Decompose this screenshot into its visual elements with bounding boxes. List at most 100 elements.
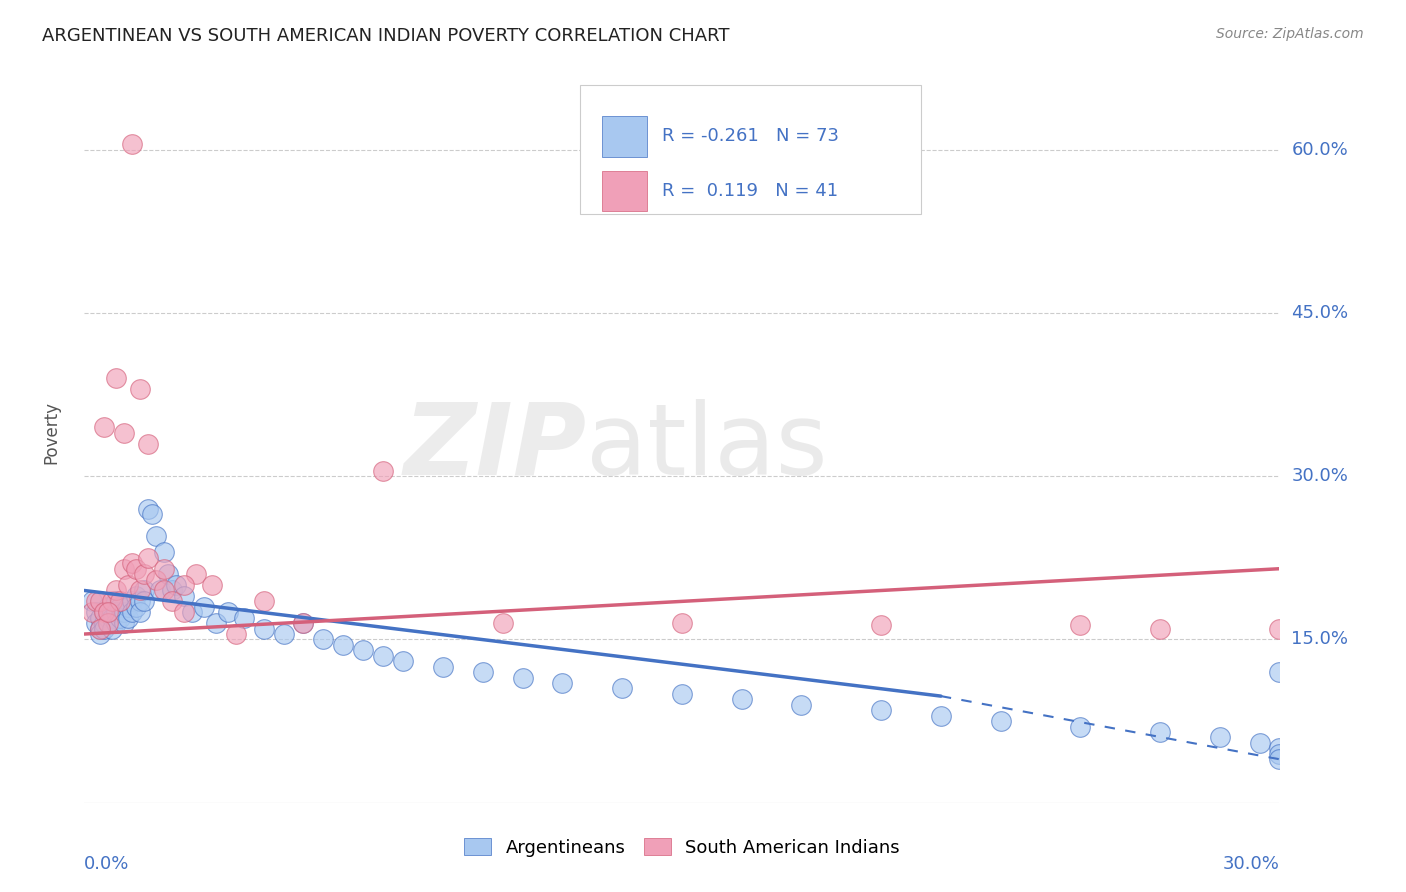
Text: R = -0.261   N = 73: R = -0.261 N = 73 (662, 128, 838, 145)
Point (82, 605, 104, 619)
Text: atlas: atlas (586, 399, 828, 496)
Point (1268, 741, 1291, 756)
Point (125, 589, 148, 603)
Point (990, 714, 1012, 728)
Point (132, 594, 156, 608)
Text: 15.0%: 15.0% (1292, 631, 1348, 648)
Text: R =  0.119   N = 41: R = 0.119 N = 41 (662, 182, 838, 200)
Point (1249, 736, 1271, 750)
Point (165, 578, 187, 592)
Point (121, 605, 143, 619)
Point (89, 622, 111, 636)
Text: Poverty: Poverty (42, 401, 60, 464)
Point (790, 698, 813, 712)
Point (101, 605, 124, 619)
Point (105, 594, 128, 608)
Text: 45.0%: 45.0% (1292, 304, 1348, 322)
Point (253, 622, 276, 636)
Point (292, 616, 315, 631)
Point (201, 578, 224, 592)
Point (105, 616, 128, 631)
Text: 30.0%: 30.0% (1223, 855, 1279, 873)
Point (93, 605, 115, 619)
Point (132, 567, 156, 582)
Point (136, 436, 159, 450)
Point (352, 643, 374, 657)
Point (97, 599, 120, 614)
Point (121, 594, 143, 608)
Point (129, 382, 152, 396)
Point (731, 692, 754, 706)
Point (141, 508, 163, 522)
Text: Source: ZipAtlas.com: Source: ZipAtlas.com (1216, 27, 1364, 41)
Point (97, 616, 120, 631)
Point (292, 616, 315, 631)
Point (332, 638, 354, 652)
Point (1268, 622, 1291, 636)
Point (253, 594, 276, 608)
Point (153, 545, 176, 559)
Text: 0.0%: 0.0% (84, 855, 129, 873)
Point (217, 605, 239, 619)
Point (89, 622, 111, 636)
Point (89, 611, 111, 625)
Point (97, 616, 120, 631)
Point (173, 578, 195, 592)
Point (153, 562, 176, 576)
Point (1069, 720, 1091, 734)
Point (1268, 747, 1291, 761)
Point (112, 616, 135, 631)
Point (181, 605, 204, 619)
Point (136, 501, 159, 516)
Point (93, 605, 115, 619)
Point (105, 605, 128, 619)
Point (671, 687, 693, 701)
Point (160, 583, 183, 598)
Point (121, 556, 143, 570)
Point (471, 665, 494, 680)
Point (312, 632, 335, 647)
Point (129, 605, 152, 619)
Point (125, 599, 148, 614)
Point (112, 605, 135, 619)
Point (93, 420, 115, 434)
Point (82, 594, 104, 608)
Point (157, 567, 180, 582)
Point (93, 616, 115, 631)
Point (89, 627, 111, 641)
Legend: Argentineans, South American Indians: Argentineans, South American Indians (457, 830, 907, 864)
Point (132, 583, 156, 598)
Point (173, 605, 195, 619)
Point (193, 599, 215, 614)
Point (110, 611, 132, 625)
Point (551, 676, 574, 690)
FancyBboxPatch shape (581, 85, 921, 214)
Point (117, 599, 139, 614)
Point (129, 594, 152, 608)
Text: 30.0%: 30.0% (1292, 467, 1348, 485)
Point (89, 594, 111, 608)
Point (110, 594, 132, 608)
Point (273, 627, 295, 641)
Point (1268, 665, 1291, 680)
FancyBboxPatch shape (602, 116, 647, 157)
Point (612, 681, 634, 696)
Point (870, 703, 893, 717)
Text: ZIP: ZIP (404, 399, 586, 496)
Text: 60.0%: 60.0% (1292, 141, 1348, 159)
Point (929, 708, 952, 723)
Point (173, 589, 195, 603)
Point (86, 594, 108, 608)
Text: ARGENTINEAN VS SOUTH AMERICAN INDIAN POVERTY CORRELATION CHART: ARGENTINEAN VS SOUTH AMERICAN INDIAN POV… (42, 27, 730, 45)
Point (1209, 731, 1232, 745)
Point (86, 616, 108, 631)
Point (101, 594, 124, 608)
Point (121, 137, 143, 152)
Point (184, 567, 207, 582)
Point (671, 616, 693, 631)
Point (97, 605, 120, 619)
Point (232, 611, 254, 625)
Point (129, 583, 152, 598)
Point (105, 371, 128, 385)
Point (373, 648, 395, 663)
